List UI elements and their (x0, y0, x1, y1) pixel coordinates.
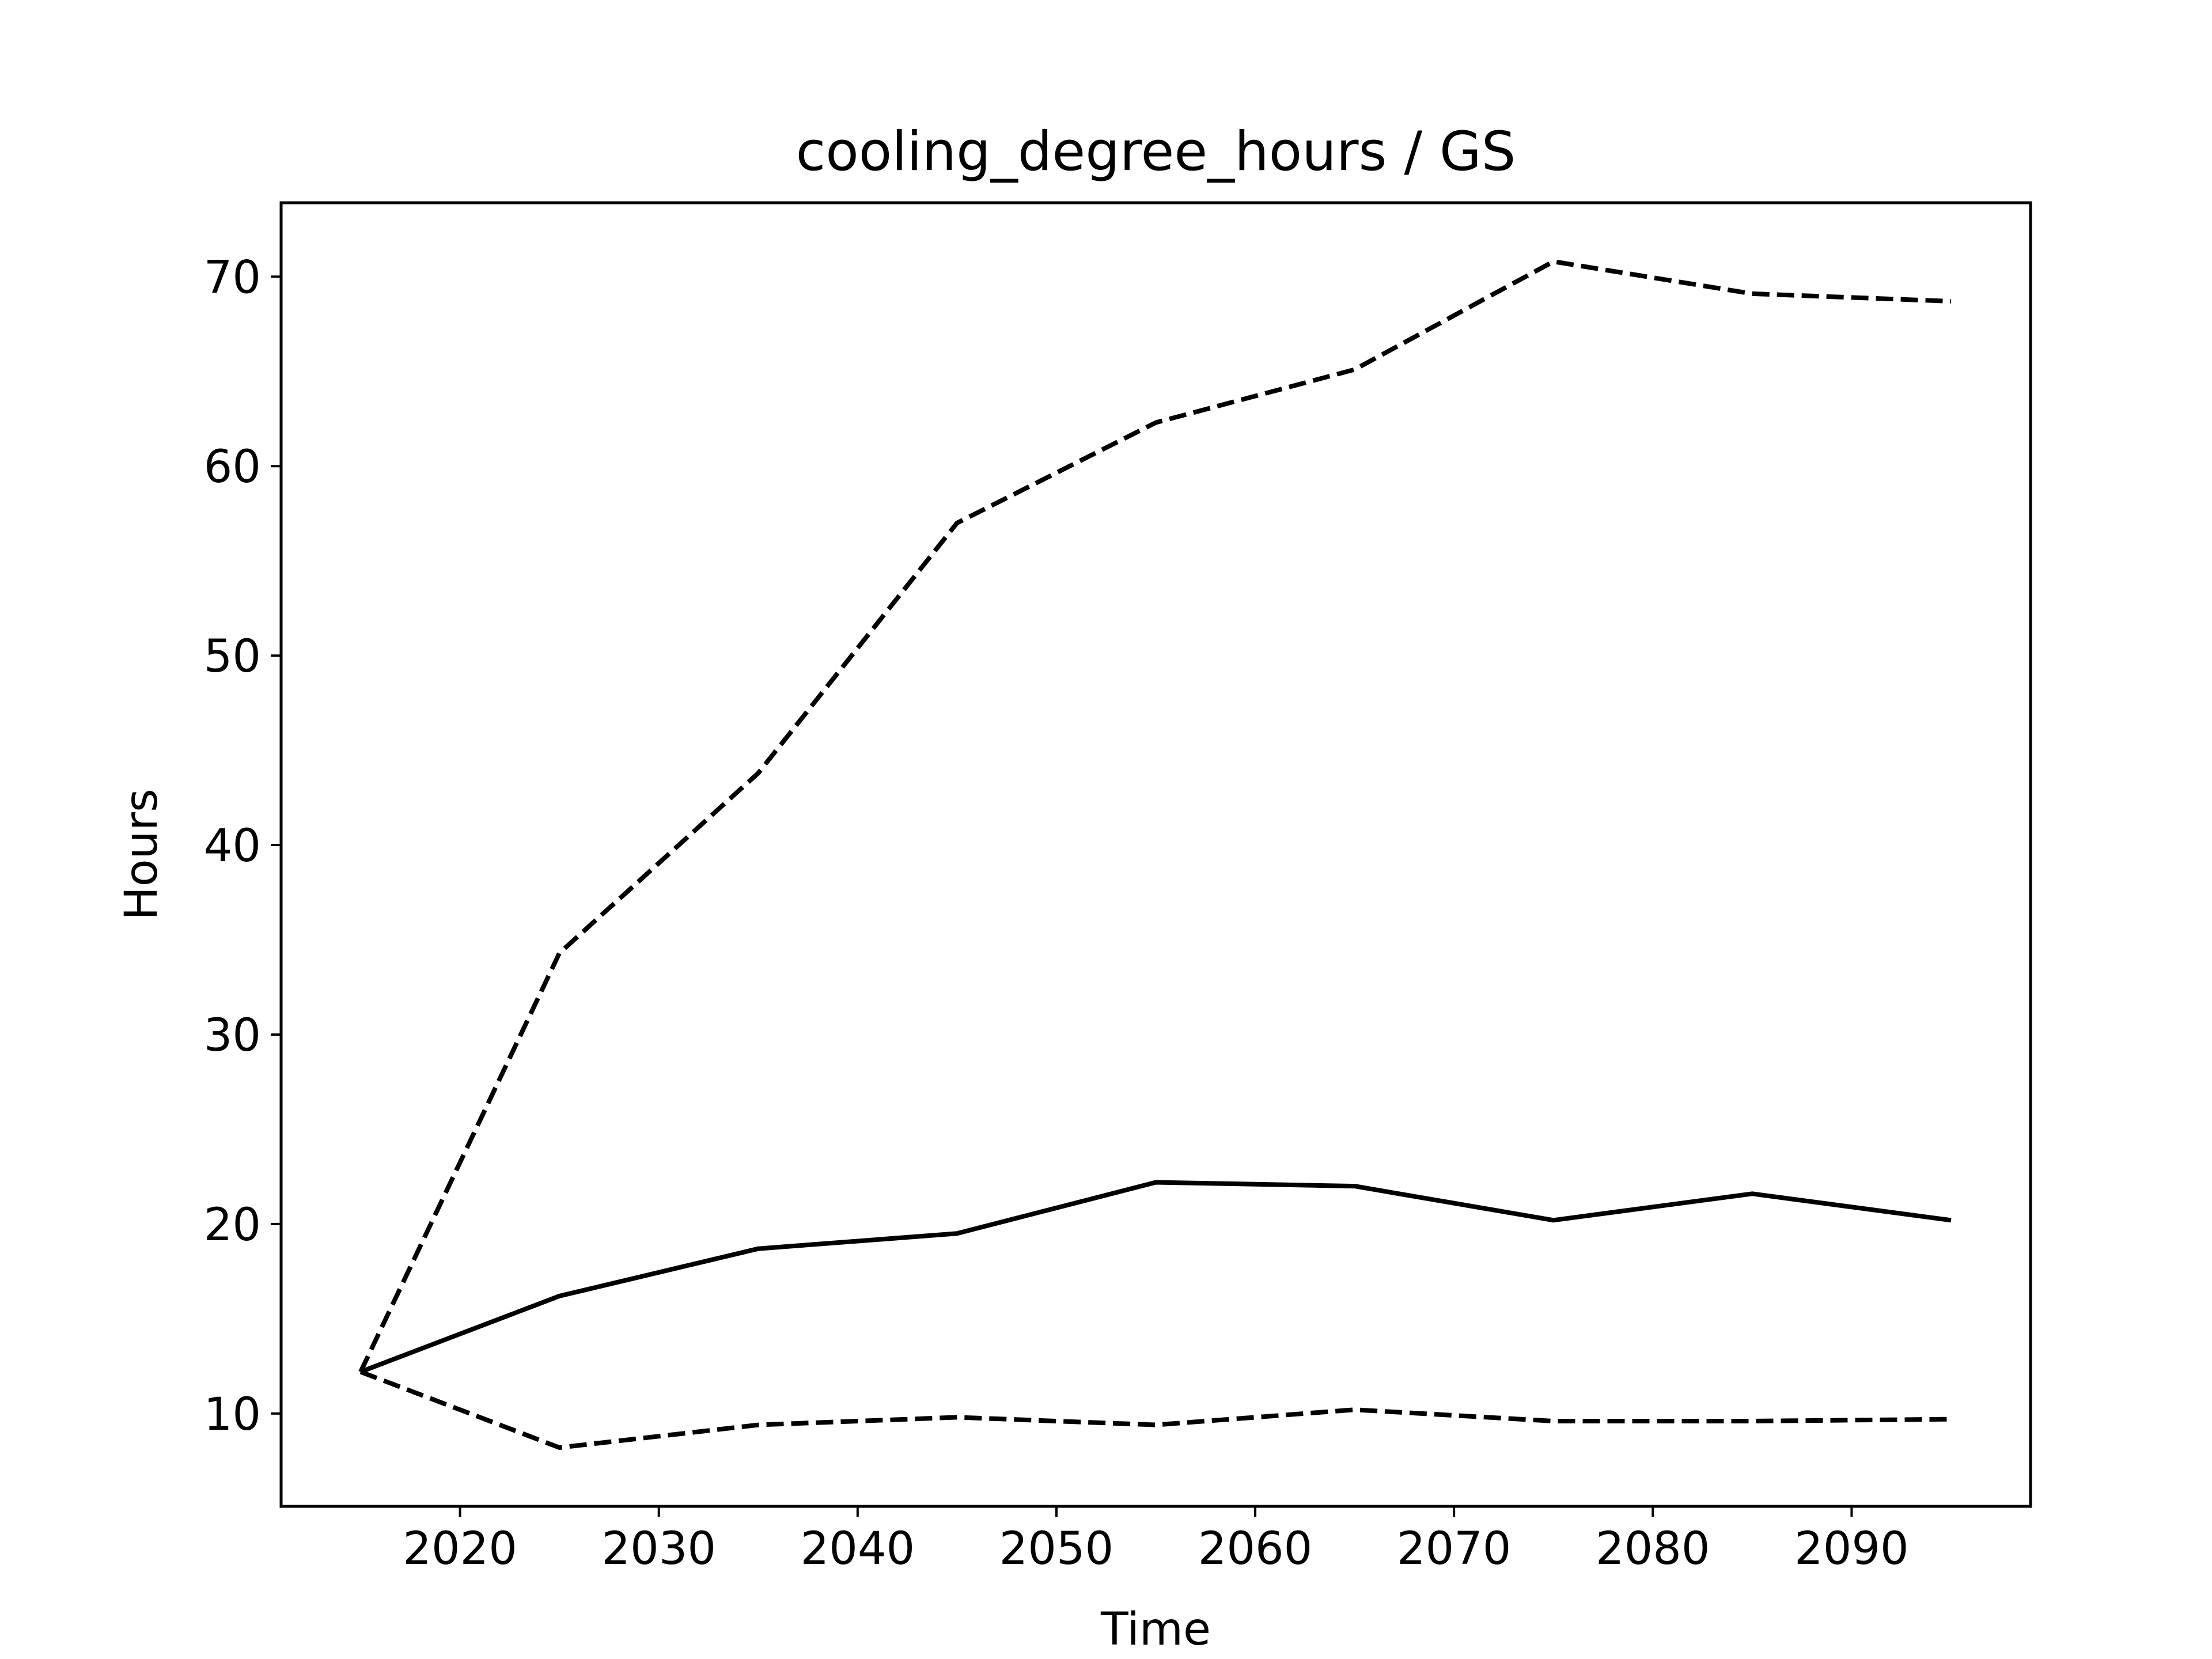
x-axis-ticks: 2020 2030 2040 2050 2060 2070 2080 2090 (403, 1506, 1909, 1575)
y-tick-label: 10 (204, 1389, 261, 1441)
x-tick-label: 2090 (1794, 1523, 1909, 1575)
x-tick-label: 2060 (1198, 1523, 1313, 1575)
x-tick-label: 2050 (999, 1523, 1114, 1575)
x-tick-label: 2020 (403, 1523, 517, 1575)
y-axis-ticks: 10 20 30 40 50 60 70 (204, 252, 281, 1441)
series-layer (358, 259, 1952, 1450)
plot-frame (279, 201, 2032, 1508)
series-line-2 (359, 1180, 1952, 1374)
y-axis-label: Hours (116, 789, 168, 921)
x-tick-label: 2030 (601, 1523, 716, 1575)
y-tick-label: 50 (204, 631, 261, 683)
chart-title: cooling_degree_hours / GS (796, 120, 1516, 183)
series-line-3 (359, 1369, 1952, 1450)
y-tick-label: 30 (204, 1010, 261, 1062)
y-tick-label: 20 (204, 1199, 261, 1251)
y-tick-label: 70 (204, 252, 261, 304)
x-tick-label: 2070 (1397, 1523, 1512, 1575)
y-tick-label: 40 (204, 820, 261, 872)
x-tick-label: 2080 (1596, 1523, 1710, 1575)
x-axis-label: Time (1100, 1604, 1211, 1656)
y-tick-label: 60 (204, 441, 261, 493)
x-tick-label: 2040 (801, 1523, 915, 1575)
series-line-1 (358, 259, 1952, 1373)
